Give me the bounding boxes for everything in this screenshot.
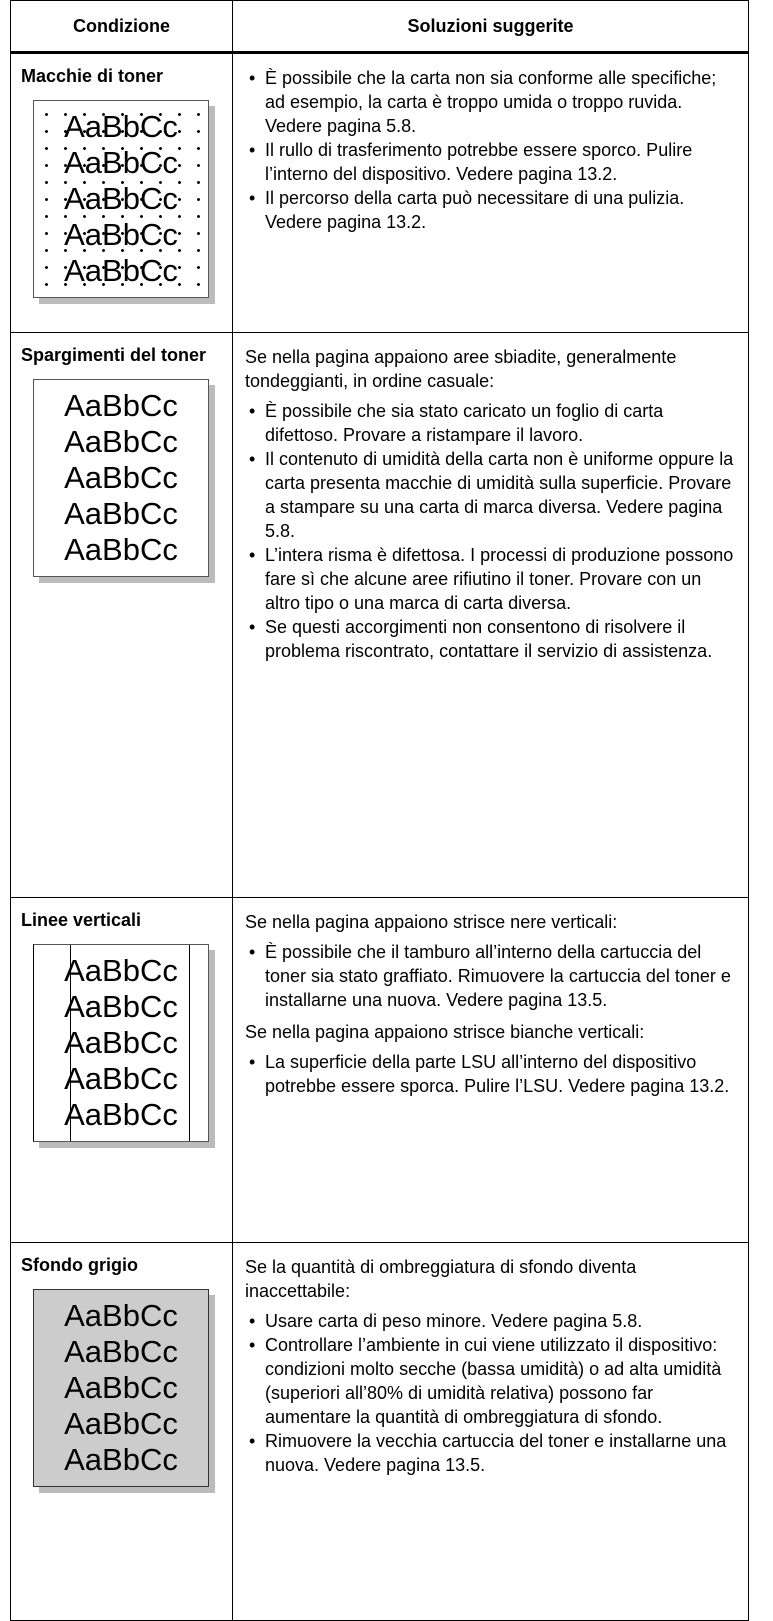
bullet-item: È possibile che la carta non sia conform… <box>245 66 736 138</box>
condition-cell: Spargimenti del toner AaBbCc AaBbCc AaBbCc A… <box>10 332 233 898</box>
table-row: Spargimenti del toner AaBbCc AaBbCc AaBbCc A… <box>10 332 749 898</box>
sample-text: AaBbCc <box>64 1442 178 1477</box>
sample-text: AaBbCc <box>64 496 178 531</box>
solution-cell: Se nella pagina appaiono strisce nere ve… <box>232 897 749 1243</box>
sample-text: AaBbCc <box>64 109 178 144</box>
sample-illustration: AaBbCc AaBbCc AaBbCc AaBbCc AaBbCc <box>33 1289 209 1487</box>
bullet-list: La superficie della parte LSU all’intern… <box>245 1050 736 1098</box>
intro-text: Se nella pagina appaiono aree sbiadite, … <box>245 347 677 391</box>
condition-cell: Sfondo grigio AaBbCc AaBbCc AaBbCc AaBbCc AaB… <box>10 1242 233 1621</box>
bullet-item: Usare carta di peso minore. Vedere pagin… <box>245 1309 736 1333</box>
sample-text: AaBbCc <box>64 532 178 567</box>
bullet-item: Controllare l’ambiente in cui viene util… <box>245 1333 736 1429</box>
header-cell: Soluzioni suggerite <box>232 0 749 54</box>
header-row: Condizione Soluzioni suggerite <box>10 0 749 54</box>
bullet-item: Il contenuto di umidità della carta non … <box>245 447 736 543</box>
bullet-list: È possibile che il tamburo all’interno d… <box>245 940 736 1012</box>
sample-illustration: AaBbCc AaBbCc AaBbCc AaBbCc AaBbCc <box>33 944 209 1142</box>
table-row: Linee verticali AaBbCc AaBbCc AaBbCc AaBbCc A… <box>10 897 749 1243</box>
sample-text: AaBbCc <box>64 989 178 1024</box>
sample-text: AaBbCc <box>64 1298 178 1333</box>
intro-text: Se la quantità di ombreggiatura di sfond… <box>245 1257 637 1301</box>
table-row: Macchie di toner AaBbCc AaBbCc AaBbCc AaBbCc… <box>10 52 749 333</box>
condition-cell: Macchie di toner AaBbCc AaBbCc AaBbCc AaBbCc… <box>10 52 233 333</box>
bullet-item: La superficie della parte LSU all’intern… <box>245 1050 736 1098</box>
sample-text: AaBbCc <box>64 145 178 180</box>
sample-text: AaBbCc <box>64 217 178 252</box>
condition-title: Macchie di toner <box>21 66 164 86</box>
sample-text: AaBbCc <box>64 1025 178 1060</box>
sample-text: AaBbCc <box>64 253 178 288</box>
condition-cell: Linee verticali AaBbCc AaBbCc AaBbCc AaBbCc A… <box>10 897 233 1243</box>
table-row: Sfondo grigio AaBbCc AaBbCc AaBbCc AaBbCc AaB… <box>10 1242 749 1621</box>
bullet-item: Il rullo di trasferimento potrebbe esser… <box>245 138 736 186</box>
sample-text: AaBbCc <box>64 181 178 216</box>
bullet-list: È possibile che sia stato caricato un fo… <box>245 399 736 663</box>
sample-illustration: AaBbCc AaBbCc AaBbCc AaBbCc AaBbCc <box>33 379 209 577</box>
condition-title: Sfondo grigio <box>21 1255 138 1275</box>
bullet-item: È possibile che il tamburo all’interno d… <box>245 940 736 1012</box>
bullet-item: Il percorso della carta può necessitare … <box>245 186 736 234</box>
bullet-item: Rimuovere la vecchia cartuccia del toner… <box>245 1429 736 1477</box>
sample-text: AaBbCc <box>64 460 178 495</box>
condition-title: Spargimenti del toner <box>21 345 207 365</box>
sample-text: AaBbCc <box>64 1406 178 1441</box>
intro-text: Se nella pagina appaiono strisce bianche… <box>245 1022 645 1042</box>
sample-text: AaBbCc <box>64 953 178 988</box>
sample-text: AaBbCc <box>64 1061 178 1096</box>
sample-text: AaBbCc <box>64 388 178 423</box>
solution-cell: Se nella pagina appaiono aree sbiadite, … <box>232 332 749 898</box>
bullet-list: Usare carta di peso minore. Vedere pagin… <box>245 1309 736 1477</box>
condition-title: Linee verticali <box>21 910 142 930</box>
sample-text: AaBbCc <box>64 1370 178 1405</box>
sample-text: AaBbCc <box>64 424 178 459</box>
solution-cell: È possibile che la carta non sia conform… <box>232 52 749 333</box>
bullet-item: Se questi accorgimenti non consentono di… <box>245 615 736 663</box>
sample-text: AaBbCc <box>64 1097 178 1132</box>
bullet-list: È possibile che la carta non sia conform… <box>245 66 736 234</box>
bullet-item: L’intera risma è difettosa. I processi d… <box>245 543 736 615</box>
sample-text: AaBbCc <box>64 1334 178 1369</box>
bullet-item: È possibile che sia stato caricato un fo… <box>245 399 736 447</box>
sample-illustration: AaBbCc AaBbCc AaBbCc AaBbCc AaBbCc <box>33 100 209 298</box>
header-cell: Condizione <box>10 0 233 54</box>
troubleshooting-table: Condizione Soluzioni suggerite Macchie d… <box>10 0 749 1621</box>
table-body: Macchie di toner AaBbCc AaBbCc AaBbCc AaBbCc… <box>10 52 749 1621</box>
solution-cell: Se la quantità di ombreggiatura di sfond… <box>232 1242 749 1621</box>
intro-text: Se nella pagina appaiono strisce nere ve… <box>245 912 618 932</box>
